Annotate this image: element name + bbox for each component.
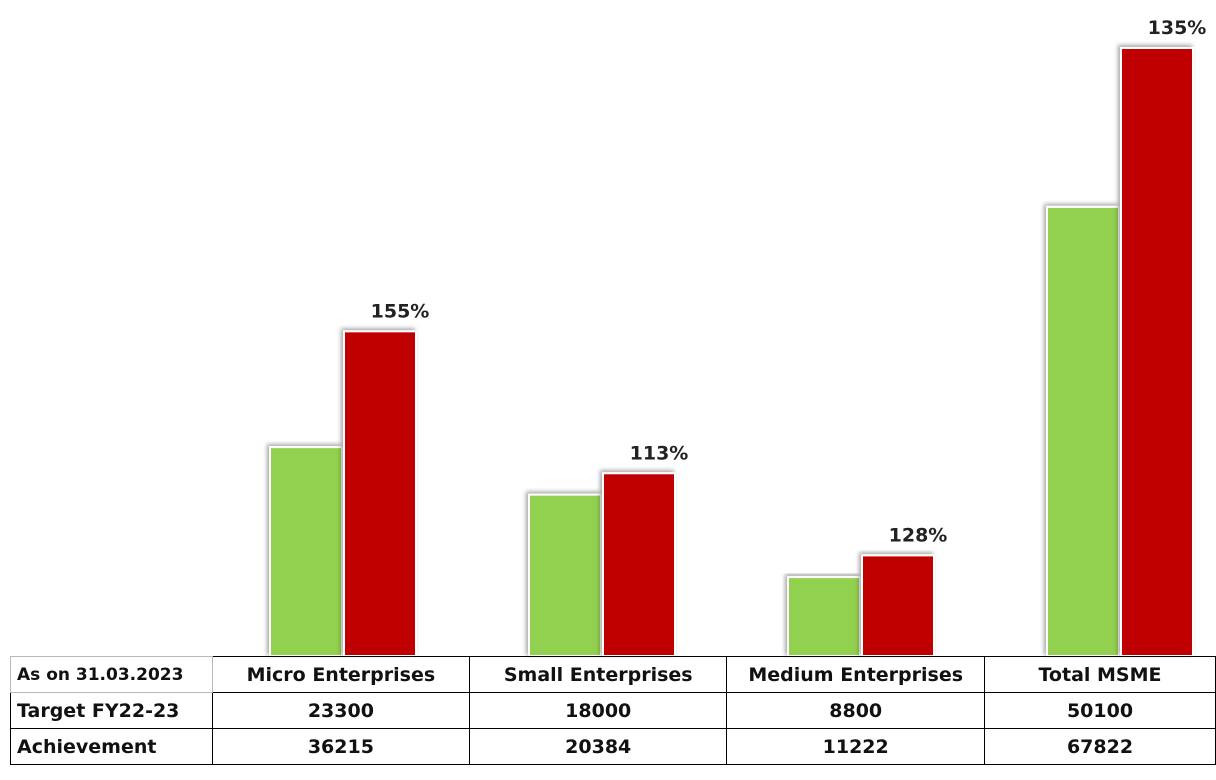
- table-row-achievement: Achievement 36215 20384 11222 67822: [10, 728, 1216, 765]
- table-cell: 18000: [469, 692, 728, 729]
- table-cell: 23300: [211, 692, 471, 729]
- bar-achievement-0: [343, 330, 417, 657]
- column-header: Small Enterprises: [469, 656, 728, 693]
- row-label: Achievement: [10, 728, 213, 765]
- table-cell: 36215: [211, 728, 471, 765]
- table-cell: 8800: [726, 692, 985, 729]
- data-label-0: 155%: [371, 300, 430, 322]
- bar-achievement-2: [861, 554, 935, 658]
- data-label-2: 128%: [889, 524, 948, 546]
- column-header: Micro Enterprises: [211, 656, 471, 693]
- table-corner-label: As on 31.03.2023: [10, 656, 213, 693]
- bar-target-1: [528, 493, 602, 658]
- row-label: Target FY22-23: [10, 692, 213, 729]
- table-cell: 50100: [984, 692, 1216, 729]
- column-header: Total MSME: [984, 656, 1216, 693]
- column-header: Medium Enterprises: [726, 656, 985, 693]
- bar-target-0: [269, 446, 343, 657]
- table-cell: 20384: [469, 728, 728, 765]
- bar-achievement-3: [1120, 47, 1194, 657]
- bar-chart: 155% 113% 128% 135%: [269, 17, 1207, 658]
- table-cell: 67822: [984, 728, 1216, 765]
- data-label-1: 113%: [630, 442, 689, 464]
- table-header-row: As on 31.03.2023 Micro Enterprises Small…: [10, 656, 1216, 693]
- bar-target-2: [787, 576, 861, 657]
- bar-achievement-1: [602, 472, 676, 657]
- data-table: As on 31.03.2023 Micro Enterprises Small…: [10, 656, 1216, 765]
- table-cell: 11222: [726, 728, 985, 765]
- data-label-3: 135%: [1148, 17, 1207, 39]
- table-row-target: Target FY22-23 23300 18000 8800 50100: [10, 692, 1216, 729]
- bar-target-3: [1046, 205, 1120, 657]
